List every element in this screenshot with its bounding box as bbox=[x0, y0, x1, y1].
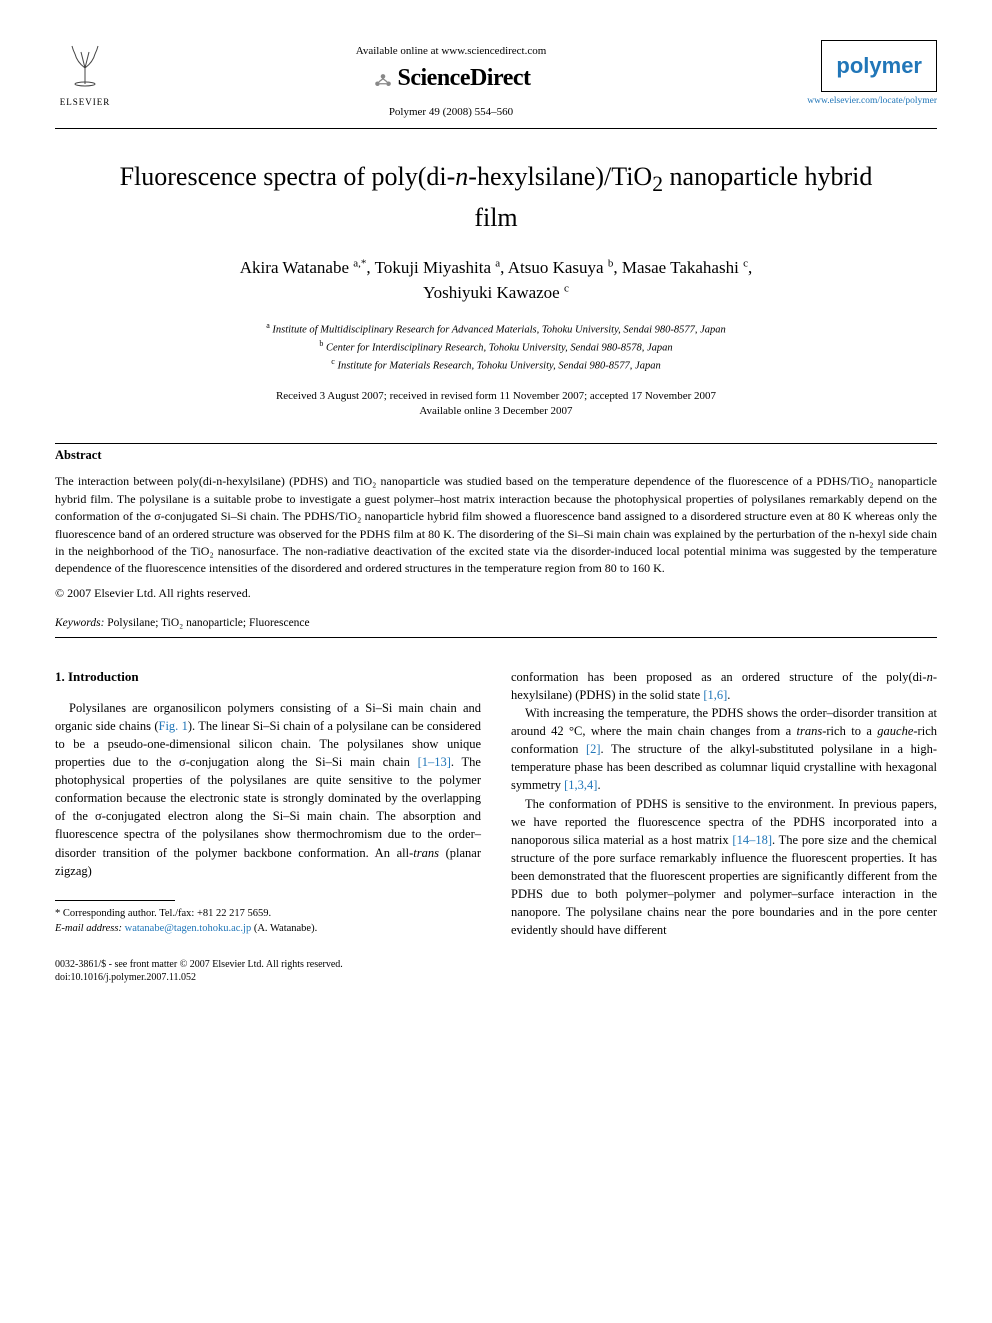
body-text: -rich to a bbox=[822, 724, 877, 738]
author: Tokuji Miyashita a bbox=[375, 258, 501, 277]
article-title: Fluorescence spectra of poly(di-n-hexyls… bbox=[95, 159, 897, 235]
author: Masae Takahashi c bbox=[622, 258, 748, 277]
right-column: conformation has been proposed as an ord… bbox=[511, 668, 937, 940]
available-online-text: Available online at www.sciencedirect.co… bbox=[115, 45, 787, 57]
section-heading-intro: 1. Introduction bbox=[55, 668, 481, 687]
affiliation: b Center for Interdisciplinary Research,… bbox=[55, 338, 937, 356]
affil-text: Institute of Multidisciplinary Research … bbox=[272, 324, 725, 335]
author-affil-marker: c bbox=[743, 257, 748, 269]
body-text: . bbox=[597, 778, 600, 792]
abstract-heading: Abstract bbox=[55, 448, 937, 463]
body-text: conformation has been proposed as an ord… bbox=[511, 670, 927, 684]
author-affil-marker: c bbox=[564, 283, 569, 295]
affiliation: c Institute for Materials Research, Toho… bbox=[55, 356, 937, 374]
author-name: Tokuji Miyashita bbox=[375, 258, 491, 277]
author: Atsuo Kasuya b bbox=[508, 258, 614, 277]
journal-reference: Polymer 49 (2008) 554–560 bbox=[115, 106, 787, 118]
keywords-line: Keywords: Polysilane; TiO₂ nanoparticle;… bbox=[55, 617, 937, 629]
author-name: Masae Takahashi bbox=[622, 258, 739, 277]
title-text: -hexylsilane)/TiO bbox=[468, 162, 652, 191]
author-name: Yoshiyuki Kawazoe bbox=[423, 283, 560, 302]
title-text: Fluorescence spectra of poly(di- bbox=[120, 162, 456, 191]
intro-paragraph: With increasing the temperature, the PDH… bbox=[511, 704, 937, 795]
keywords-text: Polysilane; TiO₂ nanoparticle; Fluoresce… bbox=[104, 617, 309, 629]
affiliation: a Institute of Multidisciplinary Researc… bbox=[55, 320, 937, 338]
footnote-rule bbox=[55, 900, 175, 901]
email-label: E-mail address: bbox=[55, 923, 122, 934]
intro-paragraph: The conformation of PDHS is sensitive to… bbox=[511, 795, 937, 940]
journal-url[interactable]: www.elsevier.com/locate/polymer bbox=[787, 96, 937, 106]
abstract-top-rule bbox=[55, 443, 937, 444]
page-header: ELSEVIER Available online at www.science… bbox=[55, 40, 937, 118]
affil-marker: c bbox=[331, 357, 335, 366]
title-text: 2 bbox=[652, 173, 663, 197]
page-footer: 0032-3861/$ - see front matter © 2007 El… bbox=[55, 958, 937, 984]
dates-online: Available online 3 December 2007 bbox=[55, 404, 937, 419]
author-affil-marker: a,* bbox=[353, 257, 366, 269]
elsevier-tree-icon bbox=[55, 40, 115, 95]
body-text: trans bbox=[413, 846, 439, 860]
email-tail: (A. Watanabe). bbox=[251, 923, 317, 934]
citation-link[interactable]: [1,6] bbox=[703, 688, 727, 702]
body-text: . The pore size and the chemical structu… bbox=[511, 833, 937, 938]
intro-paragraph: conformation has been proposed as an ord… bbox=[511, 668, 937, 704]
author-name: Akira Watanabe bbox=[240, 258, 349, 277]
sciencedirect-icon bbox=[372, 70, 394, 92]
author: Akira Watanabe a,* bbox=[240, 258, 367, 277]
citation-link[interactable]: [1–13] bbox=[418, 755, 451, 769]
citation-link[interactable]: [1,3,4] bbox=[564, 778, 597, 792]
abstract-bottom-rule bbox=[55, 637, 937, 638]
elsevier-logo: ELSEVIER bbox=[55, 40, 115, 107]
abstract-copyright: © 2007 Elsevier Ltd. All rights reserved… bbox=[55, 586, 937, 601]
left-column: 1. Introduction Polysilanes are organosi… bbox=[55, 668, 481, 940]
body-text: trans bbox=[797, 724, 823, 738]
corresponding-author-note: * Corresponding author. Tel./fax: +81 22… bbox=[55, 907, 481, 922]
publication-dates: Received 3 August 2007; received in revi… bbox=[55, 389, 937, 420]
figure-ref-link[interactable]: Fig. 1 bbox=[159, 719, 188, 733]
sciencedirect-logo: ScienceDirect bbox=[115, 65, 787, 92]
title-text: n bbox=[455, 162, 468, 191]
email-line: E-mail address: watanabe@tagen.tohoku.ac… bbox=[55, 922, 481, 937]
footer-copyright: 0032-3861/$ - see front matter © 2007 El… bbox=[55, 958, 937, 971]
affil-text: Institute for Materials Research, Tohoku… bbox=[337, 361, 660, 372]
dates-received: Received 3 August 2007; received in revi… bbox=[55, 389, 937, 404]
body-text: . bbox=[727, 688, 730, 702]
center-header: Available online at www.sciencedirect.co… bbox=[115, 40, 787, 118]
email-link[interactable]: watanabe@tagen.tohoku.ac.jp bbox=[125, 923, 252, 934]
author: Yoshiyuki Kawazoe c bbox=[423, 283, 569, 302]
body-text: gauche bbox=[877, 724, 913, 738]
citation-link[interactable]: [14–18] bbox=[732, 833, 772, 847]
polymer-logo: polymer bbox=[821, 40, 937, 92]
affil-marker: a bbox=[266, 321, 270, 330]
affil-marker: b bbox=[319, 339, 323, 348]
header-rule bbox=[55, 128, 937, 129]
body-text: . The photophysical properties of the po… bbox=[55, 755, 481, 860]
keywords-label: Keywords: bbox=[55, 617, 104, 629]
author-list: Akira Watanabe a,*, Tokuji Miyashita a, … bbox=[55, 255, 937, 306]
footnotes: * Corresponding author. Tel./fax: +81 22… bbox=[55, 907, 481, 936]
body-columns: 1. Introduction Polysilanes are organosi… bbox=[55, 668, 937, 940]
author-name: Atsuo Kasuya bbox=[508, 258, 604, 277]
author-affil-marker: b bbox=[608, 257, 614, 269]
citation-link[interactable]: [2] bbox=[586, 742, 601, 756]
affiliation-list: a Institute of Multidisciplinary Researc… bbox=[55, 320, 937, 375]
journal-logo-box: polymer www.elsevier.com/locate/polymer bbox=[787, 40, 937, 106]
intro-paragraph: Polysilanes are organosilicon polymers c… bbox=[55, 699, 481, 880]
sciencedirect-text: ScienceDirect bbox=[398, 65, 531, 91]
author-affil-marker: a bbox=[495, 257, 500, 269]
abstract-body: The interaction between poly(di-n-hexyls… bbox=[55, 473, 937, 577]
footer-doi: doi:10.1016/j.polymer.2007.11.052 bbox=[55, 971, 937, 984]
elsevier-label: ELSEVIER bbox=[55, 97, 115, 107]
affil-text: Center for Interdisciplinary Research, T… bbox=[326, 343, 673, 354]
